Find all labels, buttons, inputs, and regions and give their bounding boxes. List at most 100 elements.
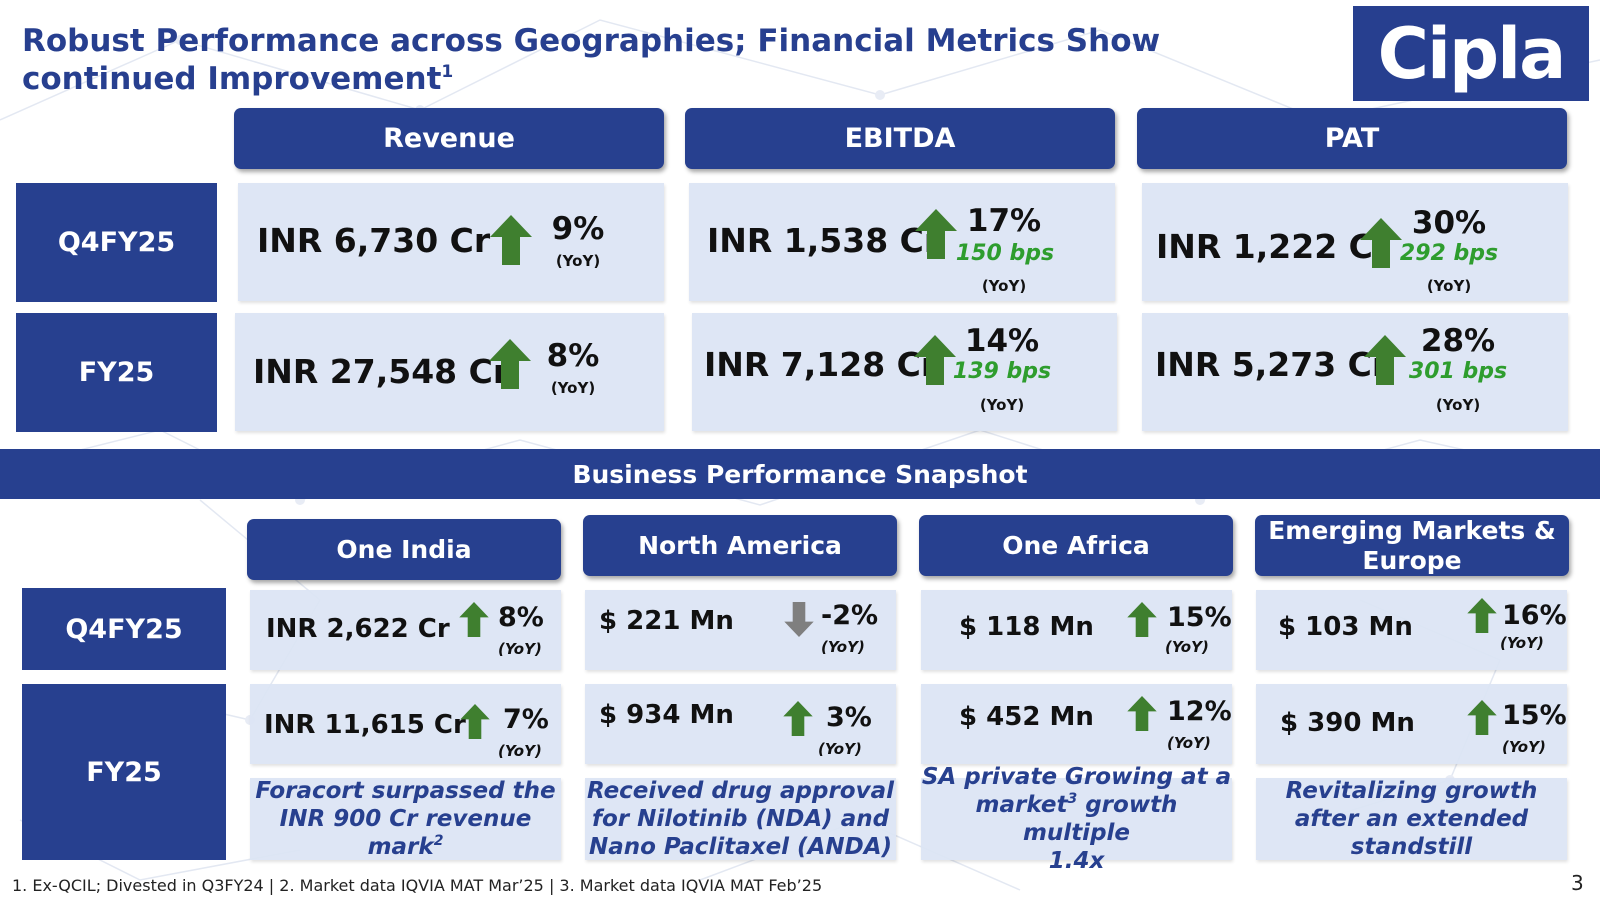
header-revenue-label: Revenue (383, 123, 515, 154)
metric-pct: 28% (1420, 323, 1496, 359)
business-value: $ 390 Mn (1280, 708, 1415, 738)
note-line-3: 1.4x (1048, 848, 1105, 874)
note-line-1: Foracort surpassed the (255, 778, 556, 804)
footnote: 1. Ex-QCIL; Divested in Q3FY24 | 2. Mark… (12, 876, 823, 895)
page-title-text: Robust Performance across Geographies; F… (22, 23, 1161, 97)
row-label-fy25: FY25 (16, 313, 217, 432)
header-ebitda-label: EBITDA (844, 123, 956, 154)
business-pct: 8% (498, 602, 544, 633)
business-pct: 16% (1502, 600, 1567, 631)
metric-yoy: (YoY) (555, 252, 601, 270)
metric-yoy: (YoY) (1435, 396, 1481, 414)
metric-pct: 30% (1411, 205, 1487, 241)
metric-bps: 292 bps (1399, 241, 1499, 266)
business-yoy: (YoY) (1502, 738, 1546, 756)
metric-cell-q4-ebitda: INR 1,538 Cr 17% 150 bps (YoY) (689, 183, 1115, 301)
business-cell-q4-eme: $ 103 Mn 16% (YoY) (1256, 590, 1567, 670)
header-north-america-label: North America (638, 530, 842, 560)
business-pct: -2% (821, 600, 879, 631)
business-row-label-q4fy25: Q4FY25 (22, 588, 226, 670)
up-arrow-icon (489, 339, 531, 389)
header-one-india-label: One India (336, 534, 472, 564)
up-arrow-icon (915, 209, 957, 259)
metric-value: INR 5,273 Cr (1155, 345, 1389, 384)
metric-pct: 9% (551, 211, 605, 247)
metric-cell-fy-ebitda: INR 7,128 Cr 14% 139 bps (YoY) (692, 313, 1117, 431)
metric-yoy: (YoY) (979, 396, 1025, 414)
note-one-india-text: Foracort surpassed the INR 900 Cr revenu… (250, 777, 561, 861)
metric-value: INR 7,128 Cr (704, 345, 938, 384)
business-row-label-q4fy25-text: Q4FY25 (65, 613, 183, 645)
business-value: $ 452 Mn (959, 702, 1094, 732)
note-line-2: INR 900 Cr revenue mark (279, 806, 532, 860)
row-label-q4fy25-text: Q4FY25 (57, 227, 176, 258)
metric-bps: 150 bps (955, 241, 1055, 266)
business-cell-fy-india: INR 11,615 Cr 7% (YoY) (250, 684, 561, 764)
metric-bps: 301 bps (1408, 359, 1508, 384)
business-pct: 15% (1502, 700, 1567, 731)
business-pct: 7% (503, 704, 549, 735)
note-eme-text: Revitalizing growth after an extended st… (1285, 778, 1538, 860)
row-label-fy25-text: FY25 (78, 357, 155, 388)
business-pct: 12% (1167, 696, 1232, 727)
up-arrow-icon (490, 215, 532, 265)
business-cell-q4-na: $ 221 Mn -2% (YoY) (585, 590, 896, 670)
note-one-india: Foracort surpassed the INR 900 Cr revenu… (250, 778, 561, 860)
page-number: 3 (1571, 871, 1584, 895)
up-arrow-icon (459, 602, 489, 637)
metric-yoy: (YoY) (981, 277, 1027, 295)
business-yoy: (YoY) (498, 640, 542, 658)
header-emerging-markets-europe: Emerging Markets & Europe (1255, 515, 1569, 576)
business-value: INR 11,615 Cr (264, 710, 466, 740)
metric-value: INR 1,222 Cr (1156, 227, 1390, 266)
business-cell-fy-eme: $ 390 Mn 15% (YoY) (1256, 684, 1567, 764)
header-one-india: One India (247, 519, 561, 580)
up-arrow-icon (1467, 700, 1497, 735)
business-value: $ 103 Mn (1278, 612, 1413, 642)
metric-value: INR 6,730 Cr (257, 221, 491, 260)
business-row-label-fy25-text: FY25 (86, 756, 162, 788)
metric-yoy: (YoY) (1426, 277, 1472, 295)
note-one-africa: SA private Growing at a market3 growth m… (921, 764, 1232, 874)
note-one-africa-text: SA private Growing at a market3 growth m… (921, 763, 1232, 875)
up-arrow-icon (783, 701, 813, 736)
business-yoy: (YoY) (818, 740, 862, 758)
page-title: Robust Performance across Geographies; F… (22, 22, 1292, 98)
metric-value: INR 27,548 Cr (253, 352, 510, 391)
note-superscript: 2 (433, 833, 444, 849)
note-north-america: Received drug approval for Nilotinib (ND… (585, 778, 896, 860)
note-north-america-text: Received drug approval for Nilotinib (ND… (587, 778, 894, 860)
metric-pct: 8% (546, 338, 600, 374)
metric-cell-fy-pat: INR 5,273 Cr 28% 301 bps (YoY) (1142, 313, 1568, 431)
note-line-2b: growth multiple (1022, 792, 1178, 846)
metric-cell-q4-revenue: INR 6,730 Cr 9% (YoY) (238, 183, 664, 301)
business-pct: 3% (826, 702, 872, 733)
business-yoy: (YoY) (821, 638, 865, 656)
header-north-america: North America (583, 515, 897, 576)
metric-bps: 139 bps (952, 359, 1052, 384)
business-value: $ 118 Mn (959, 612, 1094, 642)
up-arrow-icon (1360, 218, 1402, 268)
up-arrow-icon (1364, 335, 1406, 385)
note-line-2a: market (975, 792, 1068, 818)
metric-value: INR 1,538 Cr (707, 221, 941, 260)
note-superscript: 3 (1067, 791, 1078, 807)
header-revenue: Revenue (234, 108, 664, 169)
business-value: $ 221 Mn (599, 606, 734, 636)
business-yoy: (YoY) (498, 742, 542, 760)
logo-text: Cipla (1377, 12, 1567, 95)
business-yoy: (YoY) (1167, 734, 1211, 752)
cipla-logo: Cipla (1353, 6, 1589, 101)
metric-cell-fy-revenue: INR 27,548 Cr 8% (YoY) (235, 313, 664, 431)
metric-pct: 14% (964, 323, 1040, 359)
header-one-africa-label: One Africa (1002, 530, 1150, 560)
title-superscript: 1 (441, 62, 454, 82)
business-row-label-fy25: FY25 (22, 684, 226, 860)
business-pct: 15% (1167, 602, 1232, 633)
banner-text: Business Performance Snapshot (572, 459, 1028, 489)
note-line-1: SA private Growing at a (921, 764, 1232, 790)
business-value: INR 2,622 Cr (266, 614, 450, 644)
note-emerging-markets-europe: Revitalizing growth after an extended st… (1256, 778, 1567, 860)
business-cell-q4-india: INR 2,622 Cr 8% (YoY) (250, 590, 561, 670)
business-snapshot-banner: Business Performance Snapshot (0, 449, 1600, 499)
